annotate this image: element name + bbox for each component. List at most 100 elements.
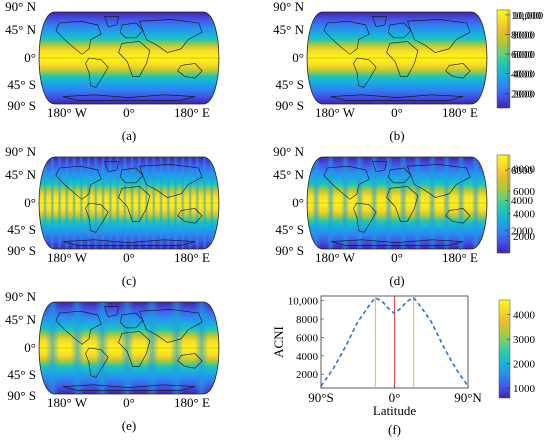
- map-border: [38, 156, 220, 250]
- continent-outline: [118, 331, 151, 367]
- lat-tick-label: 45° S: [7, 367, 36, 382]
- map-border: [38, 11, 220, 105]
- panel-caption: (e): [122, 418, 136, 433]
- colorbar-tick-label: 2000: [513, 359, 536, 371]
- lat-tick-label: 0°: [24, 340, 36, 355]
- map-panels: 90° N 45° N 0° 45° S 90° S 180° W 0° 180° E (a) 1…: [5, 0, 544, 433]
- series-line: [320, 296, 469, 387]
- lon-tick-label: 0°: [391, 250, 403, 265]
- x-tick-label: 0°: [389, 390, 401, 405]
- y-tick-label: 4000: [296, 351, 319, 363]
- lat-tick-label: 45° N: [5, 312, 36, 327]
- lon-tick-label: 180° W: [315, 250, 356, 265]
- colorbar-tick-label: 2000: [511, 225, 534, 237]
- x-tick-label: 90°N: [454, 390, 482, 405]
- lon-tick-label: 0°: [123, 250, 135, 265]
- lat-tick-label: 45° N: [5, 22, 36, 37]
- panel-caption: (c): [122, 273, 136, 288]
- lat-tick-label: 90° S: [7, 388, 36, 403]
- lat-tick-label: 90° N: [273, 0, 304, 14]
- continent-outline: [177, 208, 203, 224]
- lat-tick-label: 90° N: [5, 144, 36, 159]
- lat-tick-label: 45° N: [5, 167, 36, 182]
- lat-tick-label: 0°: [292, 50, 304, 65]
- continent-outline: [62, 94, 196, 101]
- continent-outline: [119, 312, 144, 329]
- continent-outline: [62, 384, 196, 391]
- lon-tick-label: 180° E: [442, 250, 478, 265]
- colorbar-tick-label: 10,000: [513, 10, 544, 22]
- lat-tick-label: 90° S: [7, 98, 36, 113]
- x-axis-label: Latitude: [373, 403, 417, 418]
- continent-outline: [406, 164, 471, 198]
- continent-outline: [353, 202, 377, 233]
- map-border: [38, 301, 220, 395]
- colorbar-tick-label: 3000: [513, 334, 536, 346]
- continent-outline: [55, 165, 102, 200]
- lat-tick-label: 45° S: [275, 222, 304, 237]
- continent-outline: [372, 161, 387, 173]
- colorbar-tick-label: 10,000: [511, 10, 542, 22]
- colorbar-tick-label: 6000: [511, 49, 534, 61]
- continent-outline: [104, 161, 119, 173]
- continent-outline: [62, 239, 196, 246]
- panel-caption: (a): [122, 128, 136, 143]
- lon-tick-label: 180° E: [442, 105, 478, 120]
- continent-outline: [177, 353, 203, 369]
- lat-tick-label: 90° S: [275, 243, 304, 258]
- colorbar: [496, 9, 509, 109]
- colorbar-tick-label: 4000: [511, 69, 534, 81]
- continent-outline: [406, 19, 471, 53]
- lon-tick-label: 180° E: [174, 395, 210, 410]
- map-panel-e: 90° N 45° N 0° 45° S 90° S 180° W 0° 180° E (e) 4…: [5, 289, 535, 433]
- colorbar-tick-label: 6000: [513, 49, 536, 61]
- continent-outline: [104, 16, 119, 28]
- lat-tick-label: 90° N: [273, 144, 304, 159]
- continent-outline: [55, 310, 102, 345]
- colorbar-tick-label: 6000: [511, 165, 534, 177]
- lon-tick-label: 180° W: [47, 105, 88, 120]
- y-tick-label: 6000: [296, 332, 319, 344]
- colorbar-tick-label: 8000: [513, 30, 536, 42]
- continent-outline: [138, 309, 203, 343]
- continent-outline: [323, 165, 370, 200]
- continent-outline: [353, 57, 377, 88]
- lon-tick-label: 0°: [391, 105, 403, 120]
- lat-tick-label: 90° N: [5, 0, 36, 14]
- colorbar-tick-label: 2000: [513, 231, 536, 243]
- continent-outline: [386, 41, 419, 77]
- lat-tick-label: 45° S: [7, 77, 36, 92]
- y-tick-label: 10,000: [288, 296, 319, 308]
- colorbar-tick-label: 4000: [513, 69, 536, 81]
- continent-outline: [372, 16, 387, 28]
- colorbar-tick-label: 4000: [511, 195, 534, 207]
- lat-tick-label: 0°: [24, 195, 36, 210]
- continent-outline: [387, 22, 412, 39]
- lat-tick-label: 90° S: [7, 243, 36, 258]
- y-tick-label: 8000: [296, 314, 319, 326]
- colorbar: [498, 299, 511, 399]
- continent-outline: [119, 167, 144, 184]
- colorbar-tick-label: 2000: [511, 88, 534, 100]
- lat-tick-label: 45° S: [7, 222, 36, 237]
- continent-outline: [138, 19, 203, 53]
- lat-tick-label: 90° S: [275, 98, 304, 113]
- continent-outline: [55, 20, 102, 55]
- map-border: [306, 11, 488, 105]
- map-panel-b: 90° N 45° N 0° 45° S 90° S 180° W 0° 180° E (b) 1…: [273, 0, 542, 143]
- map-panel-a: 90° N 45° N 0° 45° S 90° S 180° W 0° 180° E (a) 1…: [5, 0, 544, 143]
- colorbar-tick-label: 1000: [513, 383, 536, 395]
- continent-outline: [445, 63, 471, 79]
- lon-tick-label: 180° W: [315, 105, 356, 120]
- y-tick-label: 2000: [296, 369, 319, 381]
- colorbar-tick-label: 8000: [513, 164, 536, 176]
- lat-tick-label: 0°: [292, 195, 304, 210]
- colorbar-tick-label: 6000: [513, 186, 536, 198]
- colorbar-tick-label: 2000: [513, 88, 536, 100]
- lon-tick-label: 180° E: [174, 105, 210, 120]
- continent-outline: [85, 202, 109, 233]
- lon-tick-label: 180° W: [47, 250, 88, 265]
- lat-tick-label: 45° S: [275, 77, 304, 92]
- lon-tick-label: 180° E: [174, 250, 210, 265]
